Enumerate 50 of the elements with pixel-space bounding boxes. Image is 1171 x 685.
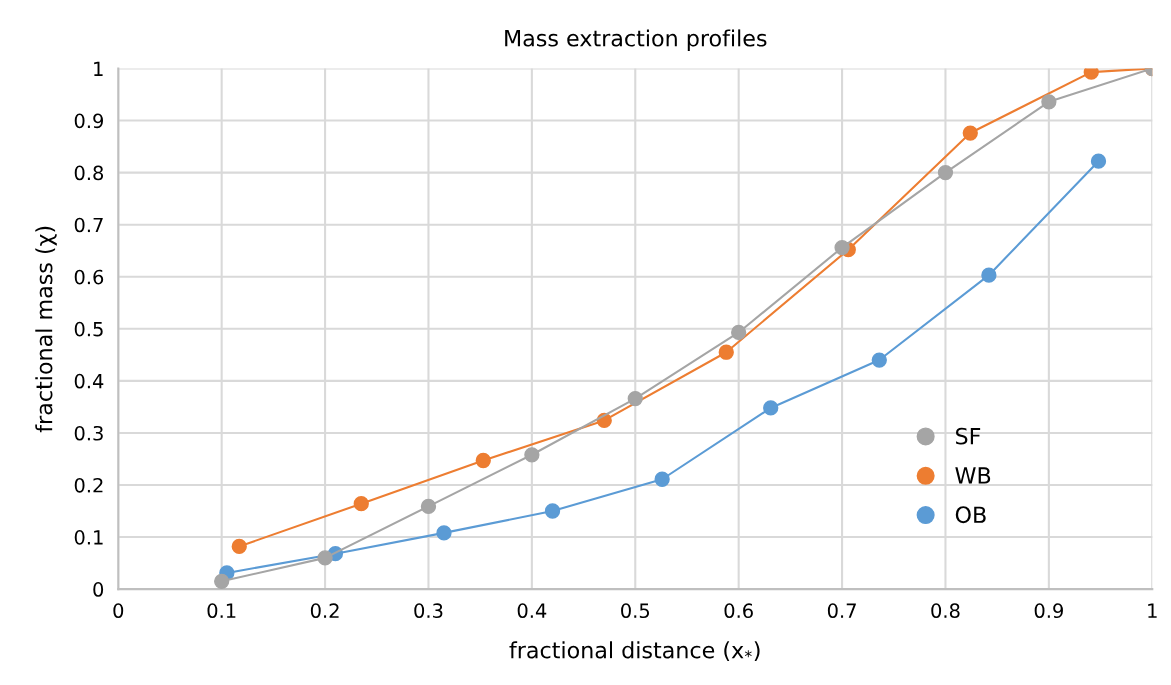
point [731,324,747,341]
x-tick-label: 0.7 [827,603,856,619]
point [524,447,540,463]
point [981,267,997,283]
point [1041,94,1057,110]
x-tick-label: 0.8 [931,603,960,619]
y-tick-label: 0.3 [74,425,103,441]
y-tick-label: 0 [93,582,104,597]
y-tick-label: 0.4 [74,373,104,389]
point [763,400,779,416]
y-tick-label: 0.5 [74,321,103,337]
point [436,525,452,541]
point [962,125,978,141]
x-tick-label: 0.2 [310,603,339,619]
point [214,573,230,589]
legend-label: OB [955,506,986,524]
chart-title: Mass extraction profiles [505,29,767,51]
point [718,344,734,360]
y-tick-label: 1 [94,61,103,76]
point [475,452,491,469]
x-tick-label: 0.3 [414,603,443,619]
x-tick-label: 0.4 [517,603,547,619]
point [544,503,561,519]
y-tick-label: 0.2 [74,477,103,493]
point [627,390,643,407]
y-tick-label: 0.1 [74,530,103,545]
point [317,550,333,566]
x-tick-label: 0.9 [1034,603,1063,619]
point [1090,153,1107,169]
y-tick-label: 0.8 [74,165,104,181]
x-tick-label: 0.6 [724,603,753,619]
x-tick-label: 1 [1148,603,1157,618]
x-tick-label: 0.5 [621,603,650,619]
point [871,352,887,368]
y-tick-label: 0.7 [74,217,103,233]
x-axis-title: fractional distance (x$_{*}$) [509,641,760,662]
point [231,538,247,555]
point [937,164,954,181]
x-tick-label: 0 [113,603,124,619]
y-tick-label: 0.9 [74,113,104,129]
legend-label: WB [955,467,991,484]
point [353,496,369,512]
y-axis-title: fractional mass (χ) [35,226,57,433]
point [420,498,437,514]
point [654,471,670,487]
x-tick-label: 0.1 [207,603,236,619]
point [834,239,850,256]
y-tick-label: 0.6 [74,269,104,285]
point [1083,68,1099,80]
legend-label: SF [956,427,981,445]
